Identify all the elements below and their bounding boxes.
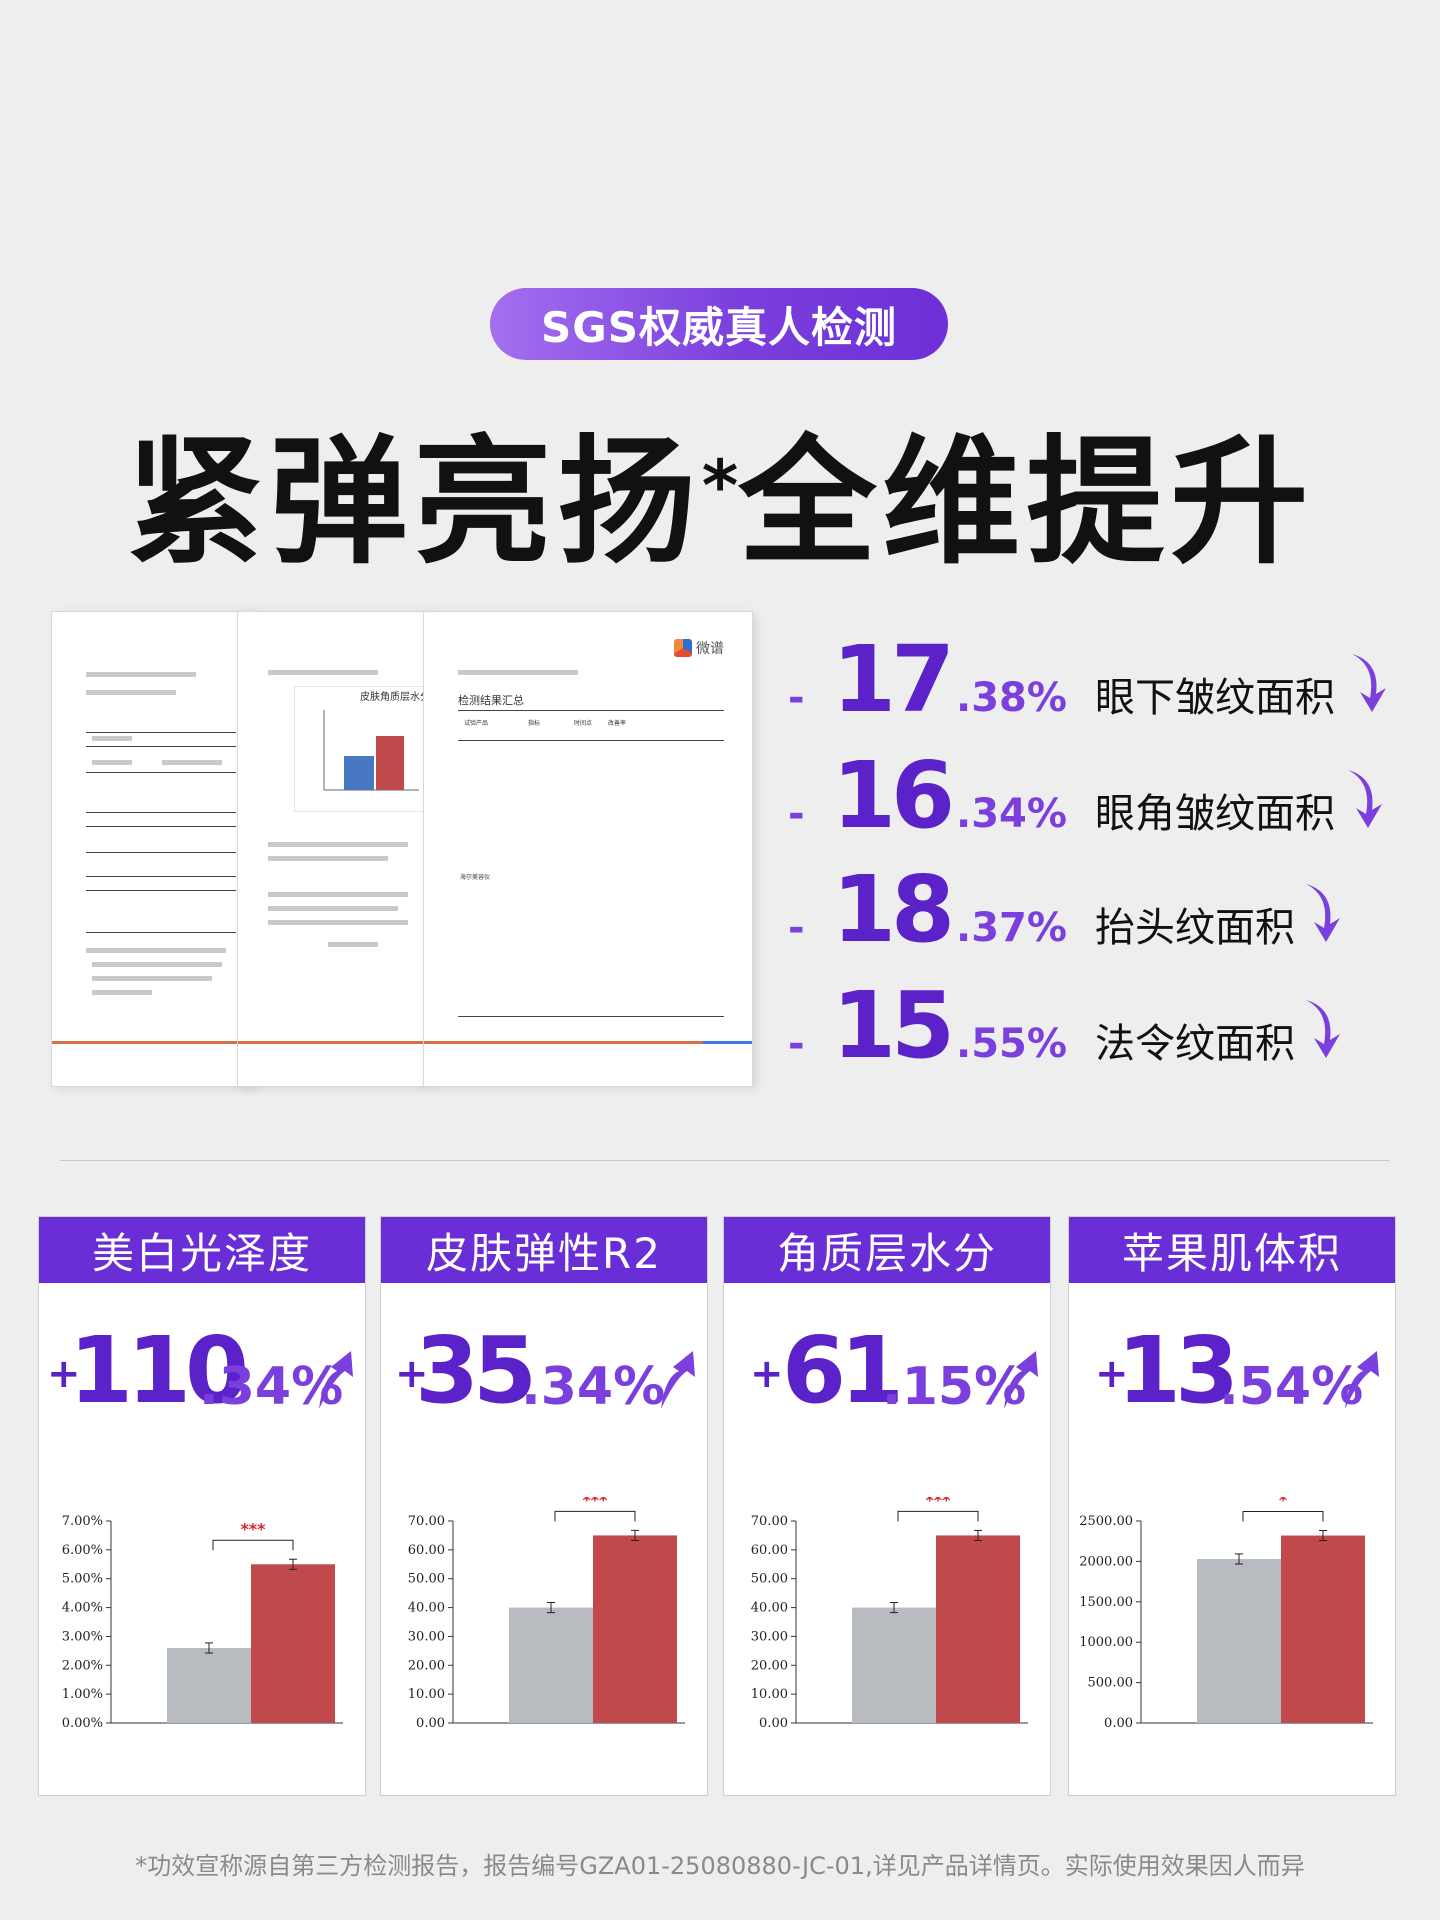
y-tick-label: 10.00 (408, 1687, 445, 1702)
headline-part-a: 紧弹亮扬 (125, 422, 702, 583)
y-tick-label: 4.00% (62, 1601, 103, 1616)
headline-star: * (701, 445, 739, 527)
stat-nasolabial: -15.55% 法令纹面积 (788, 972, 1340, 1082)
bar-after-use (251, 1564, 335, 1723)
card-value: + 110 .34% (39, 1317, 365, 1427)
y-tick-label: 2.00% (62, 1658, 103, 1673)
report-table-title: 检测结果汇总 (458, 694, 524, 707)
chart-elasticity: 0.00 10.00 20.00 30.00 40.00 50.00 60.00 70.00 *… (408, 1497, 685, 1731)
card-value: + 61 .15% (724, 1317, 1050, 1427)
sgs-badge: SGS权威真人检测 (490, 288, 948, 360)
up-arrow-icon (1345, 1351, 1379, 1409)
report-page-2: 皮肤角质层水分 (238, 612, 428, 1086)
chart-whitening: 0.00% 1.00% 2.00% 3.00% 4.00% 5.00% 6.00% 7.00%… (62, 1514, 343, 1731)
y-tick-label: 1500.00 (1079, 1595, 1133, 1610)
y-tick-label: 30.00 (408, 1629, 445, 1644)
bar-after-use (593, 1535, 677, 1723)
report-chart-title: 皮肤角质层水分 (360, 690, 424, 703)
y-tick-label: 0.00 (1104, 1716, 1133, 1731)
card-value: + 13 .54% (1069, 1317, 1395, 1427)
report-col-index: 指标 (528, 720, 541, 727)
y-tick-label: 6.00% (62, 1543, 103, 1558)
y-tick-label: 1000.00 (1079, 1635, 1133, 1650)
test-report-images: 皮肤角质层水分 微谱 检测结果汇总 试验产品 指标 时间点 改善率 海尔美容仪 (52, 612, 752, 1086)
down-arrow-icon (1306, 1000, 1340, 1058)
significance-bracket (554, 1510, 636, 1522)
significance-stars: *** (925, 1497, 951, 1509)
headline: 紧弹亮扬*全维提升 (0, 390, 1440, 590)
y-tick-label: 70.00 (408, 1514, 445, 1529)
report-col-rate: 改善率 (608, 720, 627, 727)
y-tick-label: 20.00 (408, 1658, 445, 1673)
weipu-logo-text: 微谱 (696, 641, 724, 657)
y-tick-label: 70.00 (751, 1514, 788, 1529)
y-tick-label: 1.00% (62, 1687, 103, 1702)
card-elasticity: 皮肤弹性R2 + 35 .34% 0.00 10.00 20.00 30.00 40.0… (380, 1216, 708, 1796)
bar-baseline (167, 1647, 251, 1723)
y-tick-label: 0.00 (416, 1716, 445, 1731)
significance-bracket (897, 1510, 979, 1522)
weipu-logo-icon (674, 639, 692, 657)
y-tick-label: 20.00 (751, 1658, 788, 1673)
significance-stars: *** (582, 1497, 608, 1509)
y-tick-label: 50.00 (751, 1572, 788, 1587)
y-tick-label: 0.00 (759, 1716, 788, 1731)
report-col-product: 试验产品 (464, 720, 489, 727)
report-product-name: 海尔美容仪 (460, 874, 491, 881)
y-tick-label: 30.00 (751, 1629, 788, 1644)
card-title: 苹果肌体积 (1069, 1217, 1395, 1283)
y-tick-label: 3.00% (62, 1629, 103, 1644)
y-tick-label: 40.00 (408, 1601, 445, 1616)
significance-stars: * (1279, 1497, 1288, 1510)
significance-stars: *** (240, 1519, 266, 1538)
stat-forehead: -18.37% 抬头纹面积 (788, 856, 1340, 966)
y-tick-label: 2500.00 (1079, 1514, 1133, 1529)
report-col-time: 时间点 (574, 720, 593, 727)
card-title: 美白光泽度 (39, 1217, 365, 1283)
weipu-logo: 微谱 (674, 638, 724, 658)
y-tick-label: 7.00% (62, 1514, 103, 1529)
y-tick-label: 5.00% (62, 1572, 103, 1587)
section-divider (60, 1160, 1390, 1161)
stat-eye-corner: -16.34% 眼角皱纹面积 (788, 742, 1382, 852)
stat-under-eye: -17.38% 眼下皱纹面积 (788, 626, 1386, 736)
card-hydration: 角质层水分 + 61 .15% 0.00 10.00 20.00 30.00 40.00… (723, 1216, 1051, 1796)
chart-apple-cheek: 0.00 500.00 1000.00 1500.00 2000.00 2500.00 * (1079, 1497, 1373, 1731)
bar-baseline (1197, 1558, 1281, 1723)
card-title: 角质层水分 (724, 1217, 1050, 1283)
down-arrow-icon (1348, 770, 1382, 828)
bar-baseline (852, 1607, 936, 1723)
up-arrow-icon (319, 1351, 353, 1409)
report-mini-chart: 皮肤角质层水分 (294, 686, 424, 812)
footnote: *功效宣称源自第三方检测报告，报告编号GZA01-25080880-JC-01,… (135, 1852, 1305, 1880)
bar-after-use (936, 1535, 1020, 1723)
y-tick-label: 60.00 (408, 1543, 445, 1558)
up-arrow-icon (661, 1351, 695, 1409)
y-tick-label: 60.00 (751, 1543, 788, 1558)
y-tick-label: 10.00 (751, 1687, 788, 1702)
card-title: 皮肤弹性R2 (381, 1217, 707, 1283)
significance-bracket (1242, 1511, 1324, 1522)
headline-part-b: 全维提升 (738, 422, 1315, 583)
significance-bracket (212, 1539, 294, 1551)
y-tick-label: 0.00% (62, 1716, 103, 1731)
bar-after-use (1281, 1535, 1365, 1723)
y-tick-label: 50.00 (408, 1572, 445, 1587)
y-tick-label: 2000.00 (1079, 1554, 1133, 1569)
down-arrow-icon (1306, 884, 1340, 942)
card-value: + 35 .34% (381, 1317, 707, 1427)
down-arrow-icon (1352, 654, 1386, 712)
report-page-3: 微谱 检测结果汇总 试验产品 指标 时间点 改善率 海尔美容仪 (424, 612, 752, 1086)
report-page-1 (52, 612, 252, 1086)
card-apple-cheek: 苹果肌体积 + 13 .54% 0.00 500.00 1000.00 1500.00… (1068, 1216, 1396, 1796)
chart-hydration: 0.00 10.00 20.00 30.00 40.00 50.00 60.00 70.00 *… (751, 1497, 1028, 1731)
card-whitening: 美白光泽度 + 110 .34% 0.00% 1.00% 2.00% 3.00% 4.0… (38, 1216, 366, 1796)
up-arrow-icon (1004, 1351, 1038, 1409)
y-tick-label: 40.00 (751, 1601, 788, 1616)
bar-baseline (509, 1607, 593, 1723)
y-tick-label: 500.00 (1088, 1676, 1134, 1691)
